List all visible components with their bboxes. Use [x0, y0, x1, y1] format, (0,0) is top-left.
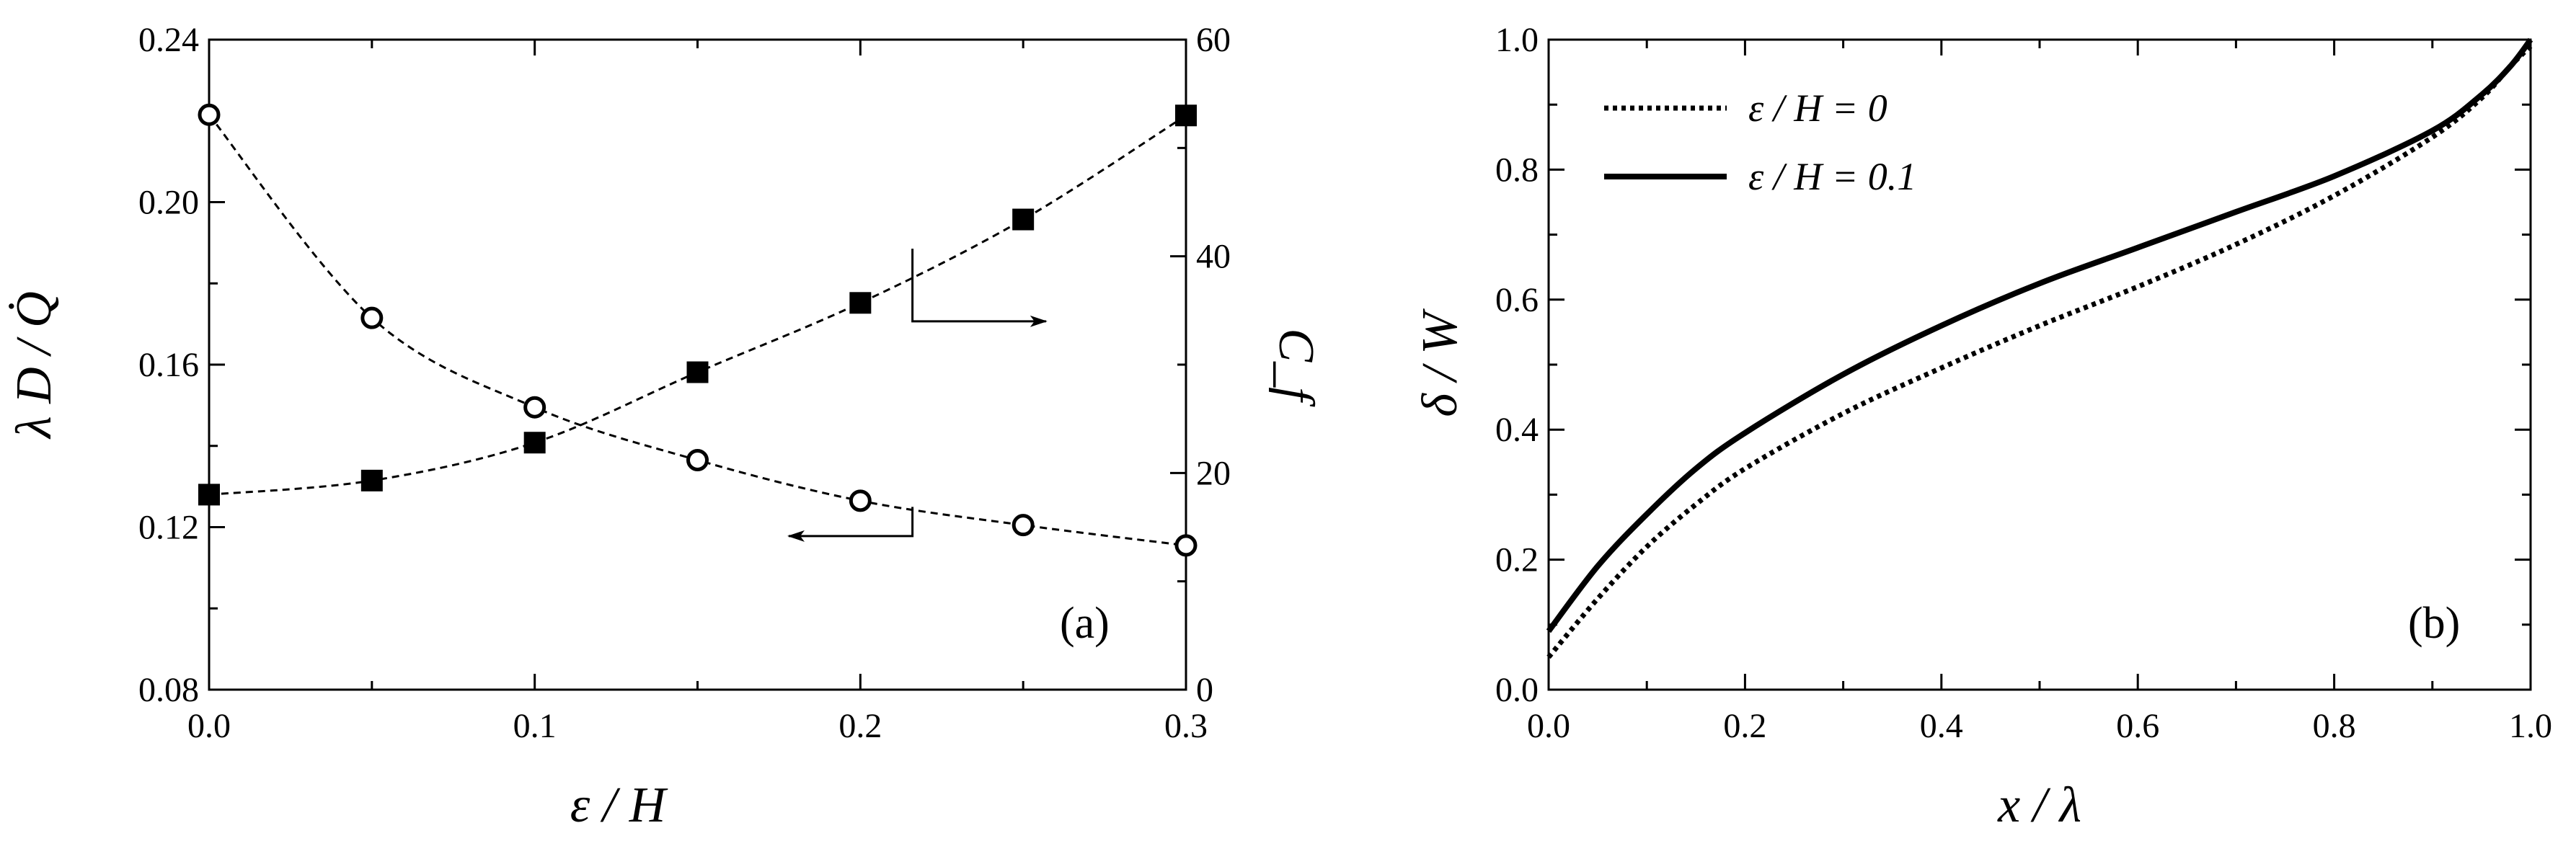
legend-label-1: ε / H = 0: [1748, 86, 1887, 130]
x-tick-label-b: 0.6: [2116, 707, 2159, 745]
y-tick-label-left-a: 0.08: [138, 671, 199, 709]
annotations-a: [787, 249, 1048, 542]
data-point-square: [686, 361, 709, 383]
y-tick-label-right-a: 40: [1196, 238, 1231, 276]
plot-frame-b: [1547, 38, 2532, 691]
series-line-2: [1546, 37, 2533, 633]
panel-label-a: (a): [1060, 599, 1110, 648]
x-tick-label-a: 0.2: [838, 707, 882, 745]
y-tick-label-right-a: 60: [1196, 21, 1231, 59]
x-tick-label-a: 0.0: [187, 707, 231, 745]
data-point-circle: [360, 306, 384, 329]
x-axis-label-a: ε / H: [570, 778, 668, 833]
data-point-circle: [849, 489, 872, 512]
tick-labels-a: 0.0 0.1 0.2 0.3 0.08 0.12 0.16 0.20 0.24 0 20 40 60: [138, 21, 1231, 745]
fit-line-open-circle: [208, 114, 1187, 547]
y-tick-label-left-a: 0.24: [138, 21, 199, 59]
x-tick-label-b: 0.0: [1527, 707, 1570, 745]
data-point-circle: [1174, 534, 1198, 557]
y-tick-label-left-a: 0.20: [138, 184, 199, 222]
data-point-square: [849, 292, 872, 314]
data-point-circle: [686, 448, 709, 471]
data-point-square: [523, 432, 546, 454]
x-tick-label-a: 0.3: [1164, 707, 1208, 745]
x-tick-label-b: 0.4: [1920, 707, 1963, 745]
y-axis-label-left-a: λ D / Q̇: [6, 291, 62, 439]
y-tick-label-b: 0.2: [1495, 541, 1539, 579]
chart-panel-b: 0.0 0.2 0.4 0.6 0.8 1.0 0.0 0.2 0.4 0.6 0.8 1.0 ε /…: [1412, 21, 2552, 833]
fit-line-filled-square: [208, 114, 1187, 496]
y-tick-label-left-a: 0.16: [138, 346, 199, 384]
y-tick-label-left-a: 0.12: [138, 509, 199, 547]
arrow-right-axis: [911, 249, 1048, 327]
data-point-square: [1175, 104, 1197, 127]
ticks-a: [208, 38, 1187, 691]
arrow-left-axis: [787, 507, 914, 542]
y-tick-label-b: 1.0: [1495, 21, 1539, 59]
y-tick-label-right-a: 20: [1196, 454, 1231, 492]
series-line-1: [1546, 44, 2533, 659]
chart-panel-a: 0.0 0.1 0.2 0.30.080.120.160.200.240204060 …: [6, 21, 1324, 833]
x-tick-label-b: 1.0: [2509, 707, 2552, 745]
y-axis-label-right-a: C_f: [1268, 328, 1324, 407]
data-point-circle: [1012, 514, 1035, 537]
markers-a: [198, 103, 1198, 557]
fit-lines-a: [208, 114, 1187, 547]
x-tick-label-b: 0.2: [1723, 707, 1766, 745]
x-axis-label-b: x / λ: [1997, 778, 2081, 833]
plot-area-b: [1547, 38, 2532, 691]
data-point-square: [1012, 208, 1035, 231]
y-tick-label-b: 0.4: [1495, 411, 1539, 449]
data-point-circle: [523, 396, 546, 419]
ticks-b: [1547, 38, 2532, 691]
y-axis-label-right-a-text: C_f: [1268, 328, 1324, 407]
series-lines-b: [1546, 37, 2533, 659]
y-tick-label-b: 0.0: [1495, 671, 1539, 709]
y-tick-label-right-a: 0: [1196, 671, 1213, 709]
y-axis-label-left-a-text: λ D / Q̇: [6, 291, 62, 439]
y-axis-label-b: δ / W: [1412, 308, 1468, 417]
tick-labels-b: 0.0 0.2 0.4 0.6 0.8 1.0 0.0 0.2 0.4 0.6 0.8 1.0: [1495, 21, 2552, 745]
y-tick-label-b: 0.8: [1495, 151, 1539, 189]
legend-b: ε / H = 0 ε / H = 0.1: [1604, 86, 1916, 198]
y-tick-label-b: 0.6: [1495, 281, 1539, 319]
x-tick-label-a: 0.1: [513, 707, 557, 745]
data-point-square: [198, 484, 220, 506]
panel-label-b: (b): [2408, 599, 2460, 648]
data-point-square: [360, 469, 383, 491]
y-axis-label-b-text: δ / W: [1412, 308, 1468, 417]
x-tick-label-b: 0.8: [2313, 707, 2356, 745]
data-point-circle: [198, 103, 221, 126]
legend-label-2: ε / H = 0.1: [1748, 155, 1916, 198]
